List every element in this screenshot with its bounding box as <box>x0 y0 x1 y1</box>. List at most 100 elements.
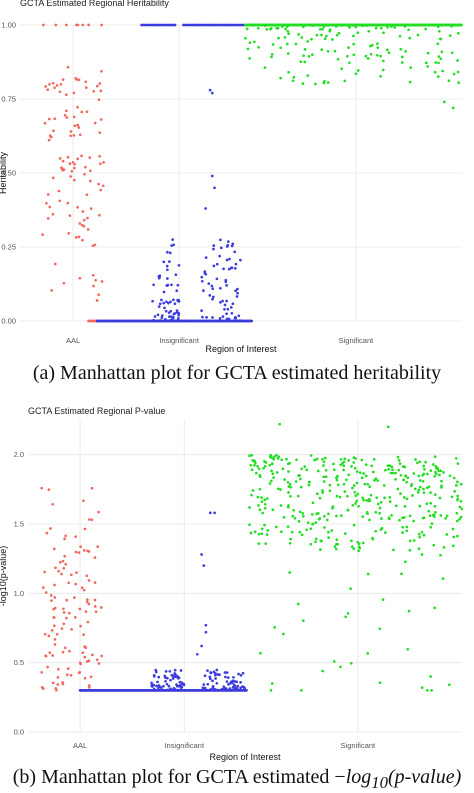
data-point <box>72 134 76 137</box>
data-point <box>285 23 289 27</box>
data-point <box>212 247 215 251</box>
y-tick-label: 0.0 <box>14 728 24 737</box>
data-point <box>437 469 441 473</box>
x-tick-label: Significant <box>339 336 375 345</box>
data-point <box>77 551 81 554</box>
data-point <box>208 675 212 679</box>
data-point <box>162 290 166 294</box>
data-point <box>256 464 259 468</box>
data-point <box>342 482 346 486</box>
data-point <box>88 156 92 159</box>
data-point <box>53 638 57 641</box>
data-point <box>82 588 86 592</box>
data-point <box>93 581 97 584</box>
data-point <box>50 629 54 632</box>
data-point <box>394 471 397 475</box>
data-point <box>458 505 462 509</box>
data-point <box>83 655 87 659</box>
data-point <box>157 305 161 308</box>
data-point <box>169 678 172 682</box>
data-point <box>93 598 97 602</box>
data-point <box>88 518 91 521</box>
data-point <box>166 676 169 680</box>
data-point <box>85 574 89 578</box>
data-point <box>424 61 428 65</box>
data-point <box>408 36 412 40</box>
data-point <box>66 201 70 205</box>
data-point <box>271 43 275 46</box>
data-point <box>226 307 230 311</box>
data-point <box>348 26 351 29</box>
data-point <box>65 598 69 602</box>
data-point <box>339 457 343 461</box>
data-point <box>231 686 235 689</box>
data-point <box>61 78 65 81</box>
data-point <box>357 545 361 549</box>
data-point <box>422 487 425 491</box>
data-point <box>99 188 103 192</box>
data-point <box>236 684 240 688</box>
data-point <box>320 33 323 37</box>
data-point <box>355 481 359 485</box>
data-point <box>98 131 102 135</box>
data-point <box>85 110 89 114</box>
data-point <box>326 24 329 27</box>
data-point <box>271 472 275 476</box>
data-point <box>351 486 354 490</box>
data-point <box>396 487 400 491</box>
data-point <box>50 289 54 292</box>
data-point <box>52 547 56 551</box>
data-point <box>162 684 165 688</box>
data-point <box>433 70 437 74</box>
data-point <box>91 653 94 657</box>
data-point <box>315 33 319 37</box>
data-point <box>285 42 289 46</box>
data-point <box>65 116 69 119</box>
data-point <box>51 212 55 216</box>
data-point <box>412 519 415 523</box>
data-point <box>342 464 346 468</box>
data-point <box>318 496 322 500</box>
data-point <box>239 681 242 684</box>
data-point <box>372 23 376 27</box>
data-point <box>73 616 77 619</box>
data-point <box>456 480 459 484</box>
data-point <box>390 514 393 517</box>
data-point <box>78 671 82 674</box>
data-point <box>101 184 105 188</box>
data-point <box>387 51 391 55</box>
data-point <box>420 530 424 534</box>
data-point <box>229 306 233 309</box>
caption-a: (a) Manhattan plot for GCTA estimated he… <box>32 362 442 384</box>
data-point <box>409 66 413 69</box>
data-point <box>398 34 402 38</box>
data-point <box>310 23 314 27</box>
data-point <box>300 467 303 471</box>
data-point <box>320 48 324 52</box>
data-point <box>429 469 433 472</box>
data-point <box>394 504 398 508</box>
data-point <box>71 160 75 164</box>
data-point <box>202 289 205 292</box>
data-point <box>96 545 100 548</box>
data-point <box>228 687 232 690</box>
data-point <box>257 45 261 49</box>
data-point <box>99 89 103 93</box>
data-point <box>433 606 437 610</box>
data-point <box>288 461 291 465</box>
data-point <box>48 82 51 86</box>
data-point <box>352 523 356 527</box>
data-point <box>278 422 282 426</box>
data-point <box>227 267 231 271</box>
data-point <box>54 687 58 690</box>
data-point <box>94 278 97 282</box>
data-point <box>282 516 286 519</box>
data-point <box>230 311 234 315</box>
data-point <box>323 37 327 41</box>
data-point <box>85 600 89 604</box>
data-point <box>417 474 421 478</box>
data-point <box>376 42 379 46</box>
data-point <box>49 594 53 597</box>
data-point <box>403 25 407 28</box>
data-point <box>397 459 401 462</box>
